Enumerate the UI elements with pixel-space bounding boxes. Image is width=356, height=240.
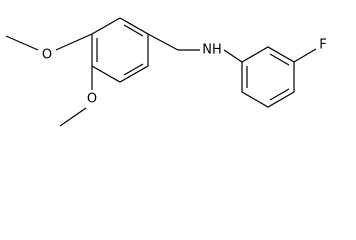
bond	[55, 33, 93, 51]
bond	[293, 48, 317, 63]
molecule-diagram: O O NH F	[5, 17, 327, 127]
atom-label: O	[87, 92, 97, 107]
right-ring	[241, 46, 295, 108]
double-bond	[269, 88, 290, 101]
atom-label: NH	[202, 43, 222, 58]
bond	[223, 49, 243, 63]
double-bond	[269, 53, 290, 66]
double-bond	[123, 63, 144, 76]
bonds	[5, 17, 317, 127]
left-ring	[91, 17, 149, 83]
atom-label: O	[42, 48, 52, 63]
bond	[59, 107, 87, 127]
bond	[147, 33, 179, 51]
bond	[5, 35, 39, 51]
double-bond	[123, 24, 144, 37]
atom-label: F	[319, 38, 326, 53]
